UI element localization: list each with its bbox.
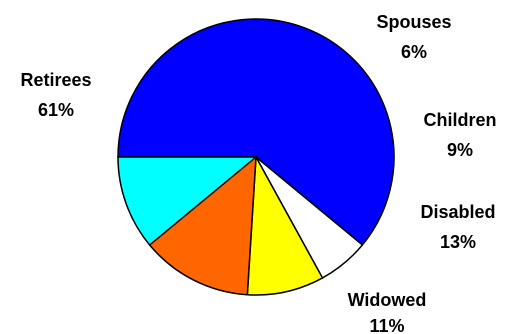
slice-value-disabled: 13% [440, 232, 476, 252]
slice-label-disabled: Disabled [420, 202, 495, 222]
slice-label-retirees: Retirees [20, 70, 91, 90]
slice-value-widowed: 11% [369, 316, 404, 334]
slice-value-children: 9% [447, 140, 473, 160]
slice-label-spouses: Spouses [376, 12, 451, 32]
pie-slices [117, 18, 395, 296]
slice-value-spouses: 6% [401, 42, 427, 62]
pie-slice-retirees [117, 18, 395, 247]
slice-value-retirees: 61% [38, 100, 74, 120]
slice-label-widowed: Widowed [348, 290, 427, 310]
pie-slice-widowed [117, 156, 259, 247]
slice-label-children: Children [423, 110, 496, 130]
pie-slice-disabled [148, 155, 257, 296]
